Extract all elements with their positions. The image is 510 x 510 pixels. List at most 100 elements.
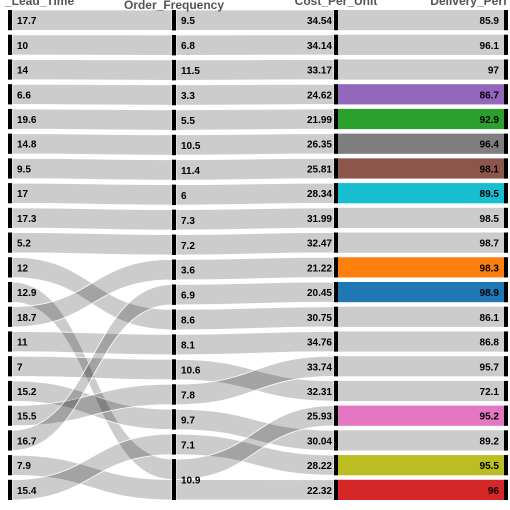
- node-label-dim3-98-3: 98.3: [480, 263, 500, 274]
- node-bar-dim0-17[interactable]: [8, 183, 12, 204]
- node-bar-dim1-9-5[interactable]: [172, 10, 176, 31]
- node-bar-dim3-96-4[interactable]: [504, 133, 508, 154]
- node-bar-dim1-6[interactable]: [172, 184, 176, 206]
- node-bar-dim3-98-9[interactable]: [504, 281, 508, 303]
- node-bar-dim0-14-8[interactable]: [8, 133, 12, 154]
- node-bar-dim0-5-2[interactable]: [8, 232, 12, 253]
- node-bar-dim1-10-6[interactable]: [172, 359, 176, 380]
- node-bar-dim3-72-1[interactable]: [504, 380, 508, 402]
- node-bar-dim2-33-74[interactable]: [334, 356, 338, 377]
- node-bar-dim1-7-3[interactable]: [172, 209, 176, 231]
- node-bar-dim0-15-2[interactable]: [8, 380, 12, 402]
- node-bar-dim2-34-14[interactable]: [334, 34, 338, 55]
- node-bar-dim3-96[interactable]: [504, 479, 508, 500]
- ribbon-1-1: [175, 34, 335, 56]
- node-bar-dim1-9-7[interactable]: [172, 409, 176, 430]
- node-label-dim1-10-9: 10.9: [181, 476, 201, 487]
- node-bar-dim2-28-22[interactable]: [334, 455, 338, 476]
- node-bar-dim0-16-7[interactable]: [8, 430, 12, 451]
- node-bar-dim3-95-7[interactable]: [504, 356, 508, 377]
- node-bar-dim0-15-5[interactable]: [8, 405, 12, 426]
- node-label-dim1-6-9: 6.9: [181, 291, 195, 302]
- node-bar-dim2-21-22[interactable]: [334, 257, 338, 278]
- node-label-dim3-96-4: 96.4: [480, 140, 500, 151]
- node-bar-dim3-92-9[interactable]: [504, 108, 508, 130]
- node-bar-dim2-25-93[interactable]: [334, 405, 338, 426]
- node-label-dim1-10-6: 10.6: [181, 366, 201, 377]
- node-bar-dim3-98-3[interactable]: [504, 257, 508, 278]
- node-bar-dim1-7-2[interactable]: [172, 234, 176, 255]
- delivery-performance-band-98-9: [338, 281, 506, 303]
- node-bar-dim2-26-35[interactable]: [334, 133, 338, 154]
- node-bar-dim2-34-54[interactable]: [334, 10, 338, 31]
- node-label-dim2-34-14: 34.14: [307, 41, 332, 52]
- node-bar-dim3-98-1[interactable]: [504, 158, 508, 179]
- node-bar-dim2-25-81[interactable]: [334, 158, 338, 179]
- node-bar-dim0-17-3[interactable]: [8, 207, 12, 229]
- node-bar-dim2-24-62[interactable]: [334, 84, 338, 105]
- node-bar-dim0-12[interactable]: [8, 257, 12, 278]
- node-bar-dim1-5-5[interactable]: [172, 109, 176, 131]
- node-bar-dim3-98-7[interactable]: [504, 232, 508, 253]
- delivery-performance-band-98-1: [338, 158, 506, 179]
- node-bar-dim2-32-47[interactable]: [334, 232, 338, 253]
- node-bar-dim2-31-99[interactable]: [334, 207, 338, 229]
- node-label-dim2-34-54: 34.54: [307, 16, 332, 27]
- node-bar-dim3-86-7[interactable]: [504, 84, 508, 105]
- node-bar-dim0-14[interactable]: [8, 59, 12, 80]
- node-bar-dim2-30-75[interactable]: [334, 306, 338, 327]
- node-bar-dim0-12-9[interactable]: [8, 281, 12, 303]
- node-bar-dim1-3-6[interactable]: [172, 259, 176, 280]
- node-bar-dim3-86-1[interactable]: [504, 306, 508, 327]
- node-bar-dim2-21-99[interactable]: [334, 108, 338, 130]
- node-bar-dim0-11[interactable]: [8, 331, 12, 352]
- node-bar-dim2-32-31[interactable]: [334, 380, 338, 402]
- node-label-dim0-17-3: 17.3: [17, 214, 37, 225]
- node-bar-dim1-7-1[interactable]: [172, 434, 176, 455]
- node-bar-dim1-6-9[interactable]: [172, 284, 176, 305]
- node-bar-dim1-3-3[interactable]: [172, 84, 176, 106]
- node-bar-dim0-18-7[interactable]: [8, 306, 12, 327]
- node-bar-dim0-6-6[interactable]: [8, 84, 12, 105]
- node-bar-dim0-15-4[interactable]: [8, 479, 12, 500]
- node-label-dim1-8-1: 8.1: [181, 341, 195, 352]
- node-label-dim0-14-8: 14.8: [17, 140, 37, 151]
- node-bar-dim1-6-8[interactable]: [172, 34, 176, 56]
- node-bar-dim0-7-9[interactable]: [8, 455, 12, 476]
- node-bar-dim1-11-5[interactable]: [172, 59, 176, 81]
- node-bar-dim1-7-8[interactable]: [172, 384, 176, 405]
- node-bar-dim2-20-45[interactable]: [334, 281, 338, 303]
- node-bar-dim0-10[interactable]: [8, 34, 12, 55]
- node-label-dim2-31-99: 31.99: [307, 214, 332, 225]
- node-bar-dim0-9-5[interactable]: [8, 158, 12, 179]
- node-label-dim2-22-32: 22.32: [307, 486, 332, 497]
- node-bar-dim2-28-34[interactable]: [334, 183, 338, 204]
- node-bar-dim0-7[interactable]: [8, 356, 12, 377]
- node-bar-dim0-19-6[interactable]: [8, 108, 12, 130]
- node-bar-dim1-10-5[interactable]: [172, 134, 176, 156]
- delivery-performance-band-95-7: [338, 356, 506, 377]
- node-bar-dim3-86-8[interactable]: [504, 331, 508, 352]
- node-bar-dim3-97[interactable]: [504, 59, 508, 80]
- node-bar-dim1-8-6[interactable]: [172, 309, 176, 330]
- node-label-dim1-7-8: 7.8: [181, 390, 195, 401]
- node-bar-dim3-89-5[interactable]: [504, 183, 508, 204]
- node-bar-dim0-17-7[interactable]: [8, 10, 12, 31]
- node-bar-dim3-89-2[interactable]: [504, 430, 508, 451]
- node-bar-dim1-11-4[interactable]: [172, 159, 176, 181]
- ribbon-0-1: [11, 34, 173, 56]
- node-bar-dim1-10-9[interactable]: [172, 459, 176, 500]
- node-label-dim3-96-1: 96.1: [480, 41, 500, 52]
- node-bar-dim3-85-9[interactable]: [504, 10, 508, 31]
- node-bar-dim3-98-5[interactable]: [504, 207, 508, 229]
- node-bar-dim3-96-1[interactable]: [504, 34, 508, 55]
- node-bar-dim2-30-04[interactable]: [334, 430, 338, 451]
- node-bar-dim3-95-2[interactable]: [504, 405, 508, 426]
- dimension-title-cost-per-unit: Cost_Per_Unit: [295, 0, 378, 8]
- node-bar-dim2-33-17[interactable]: [334, 59, 338, 80]
- node-bar-dim1-8-1[interactable]: [172, 334, 176, 355]
- node-label-dim1-11-4: 11.4: [181, 166, 200, 177]
- node-bar-dim2-34-76[interactable]: [334, 331, 338, 352]
- node-bar-dim2-22-32[interactable]: [334, 479, 338, 500]
- node-bar-dim3-95-5[interactable]: [504, 455, 508, 476]
